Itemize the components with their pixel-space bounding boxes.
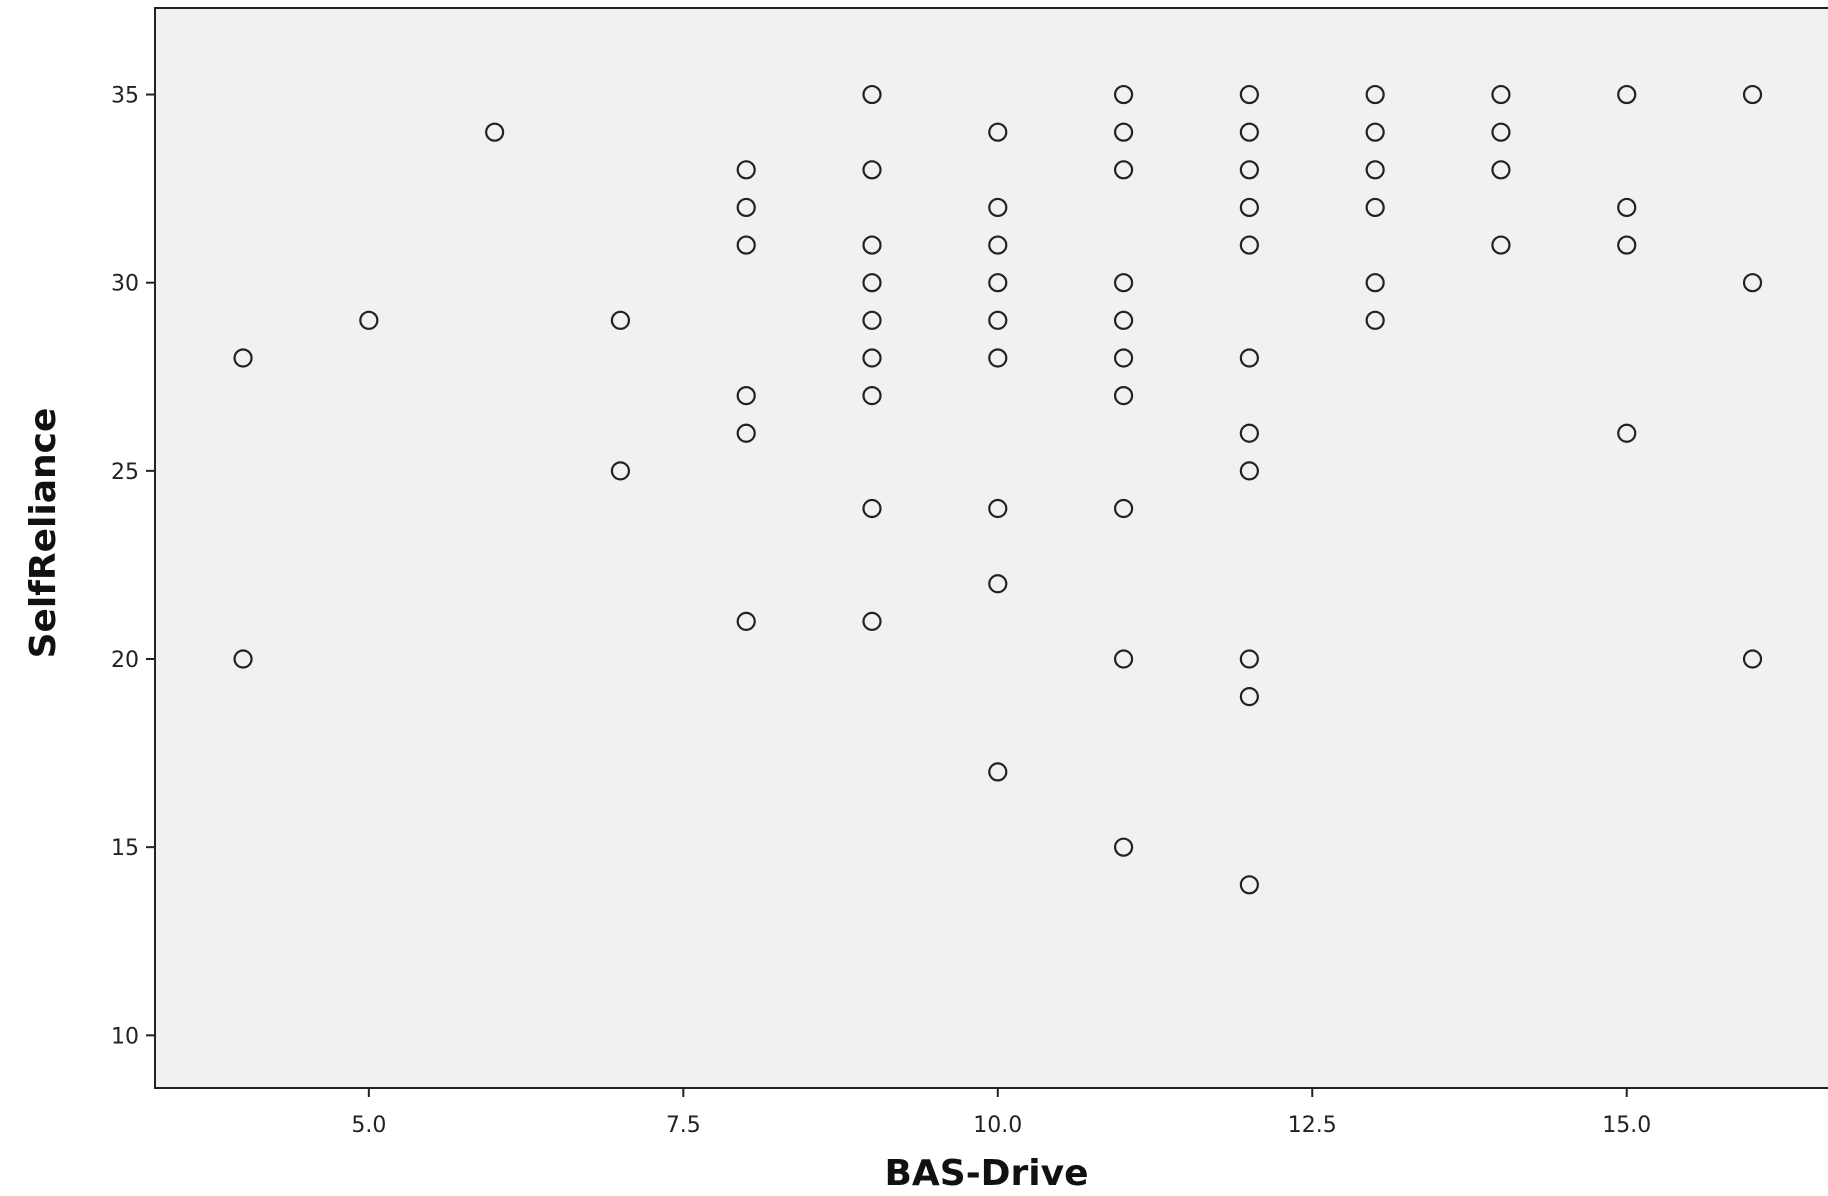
data-point <box>736 385 756 406</box>
data-point <box>1113 122 1134 142</box>
data-point <box>1617 84 1637 105</box>
data-point <box>988 122 1008 142</box>
data-point <box>862 235 882 255</box>
data-point <box>1113 310 1134 330</box>
data-point <box>1239 122 1259 142</box>
data-point <box>1365 84 1385 105</box>
data-point <box>1491 235 1511 255</box>
x-tick-label: 7.5 <box>666 1113 701 1138</box>
data-point <box>1113 84 1134 105</box>
data-point <box>233 649 253 669</box>
data-point <box>1365 273 1385 293</box>
x-tick-label: 10.0 <box>973 1113 1022 1138</box>
data-point <box>988 348 1008 368</box>
data-point <box>1239 687 1259 707</box>
data-point <box>736 197 756 218</box>
x-axis-title: BAS-Drive <box>884 1153 1088 1194</box>
y-tick-label: 20 <box>111 648 139 673</box>
data-point <box>1239 197 1259 218</box>
data-point <box>988 310 1008 330</box>
data-point <box>1491 84 1511 105</box>
data-point <box>862 160 882 180</box>
y-tick-label: 35 <box>111 84 139 109</box>
data-point <box>1491 160 1511 180</box>
x-axis-ticks: 5.0 7.5 10.0 12.5 15.0 <box>351 1088 1651 1138</box>
data-point <box>988 574 1008 594</box>
y-axis-ticks: 10 15 20 25 30 35 <box>111 84 155 1049</box>
data-point <box>1113 498 1134 519</box>
data-point <box>988 197 1008 218</box>
data-point <box>359 310 379 330</box>
x-tick-label: 12.5 <box>1288 1113 1337 1138</box>
data-point <box>1365 160 1385 180</box>
y-tick-label: 25 <box>111 460 139 485</box>
y-tick-label: 30 <box>111 272 139 297</box>
data-point <box>1239 649 1259 669</box>
data-point <box>862 498 882 519</box>
data-point <box>1742 649 1763 669</box>
data-point <box>1239 84 1259 105</box>
data-point <box>862 84 882 105</box>
data-point <box>1617 235 1637 255</box>
data-point <box>1113 348 1134 368</box>
data-point <box>862 273 882 293</box>
x-tick-label: 15.0 <box>1602 1113 1651 1138</box>
y-axis-title: SelfReliance <box>23 408 64 659</box>
data-point <box>736 235 756 255</box>
data-point <box>1617 423 1637 443</box>
data-point <box>988 498 1008 519</box>
data-point <box>1365 310 1385 330</box>
data-point <box>988 762 1008 782</box>
data-point <box>1239 235 1259 255</box>
data-point <box>862 385 882 406</box>
y-tick-label: 15 <box>111 836 139 861</box>
data-point <box>1239 875 1259 895</box>
data-point <box>862 348 882 368</box>
data-point <box>862 611 882 631</box>
data-points <box>233 84 1763 895</box>
data-point <box>736 611 756 631</box>
x-tick-label: 5.0 <box>351 1113 386 1138</box>
data-point <box>1365 122 1385 142</box>
data-point <box>1113 273 1134 293</box>
data-point <box>1239 348 1259 368</box>
data-point <box>988 273 1008 293</box>
data-point <box>1617 197 1637 218</box>
data-point <box>1113 837 1134 857</box>
data-point <box>233 348 253 368</box>
data-point <box>1742 84 1763 105</box>
data-point <box>1742 273 1763 293</box>
y-tick-label: 10 <box>111 1024 139 1049</box>
data-point <box>1239 423 1259 443</box>
data-point <box>1239 160 1259 180</box>
data-point <box>1491 122 1511 142</box>
data-point <box>1113 385 1134 406</box>
data-point <box>1365 197 1385 218</box>
data-point <box>1113 649 1134 669</box>
data-point <box>736 423 756 443</box>
data-point <box>485 122 505 142</box>
plot-area <box>154 7 1828 1089</box>
data-point <box>610 461 631 481</box>
data-point <box>862 310 882 330</box>
data-point <box>988 235 1008 255</box>
data-point <box>1113 160 1134 180</box>
data-point <box>610 310 631 330</box>
data-point <box>1239 461 1259 481</box>
data-point <box>736 160 756 180</box>
